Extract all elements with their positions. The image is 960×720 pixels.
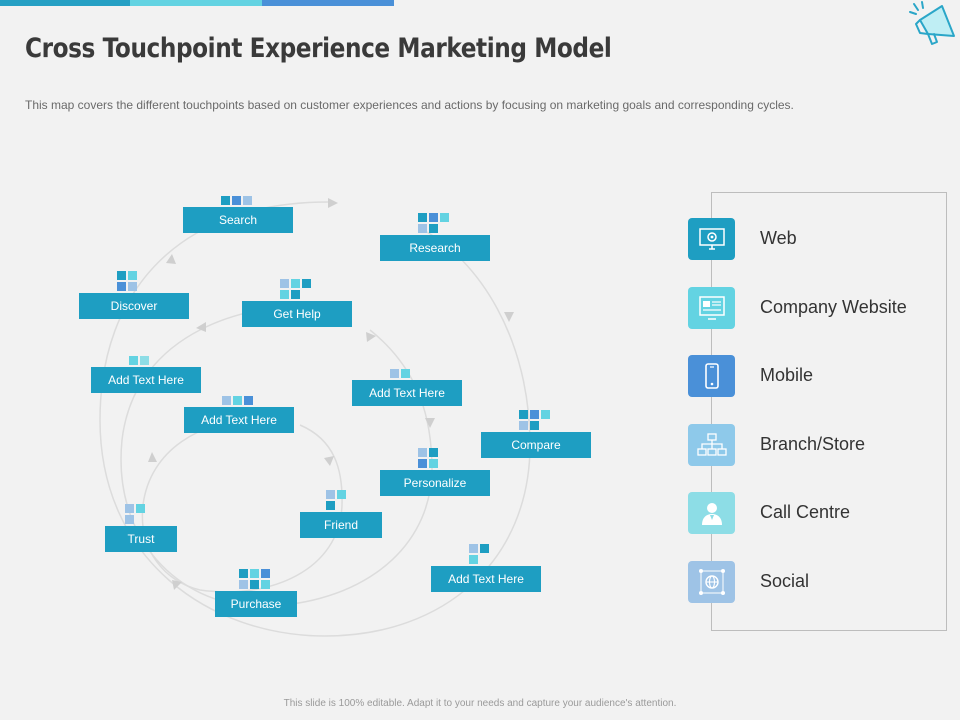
touchpoint-get-help: Get Help <box>242 301 352 327</box>
top-accent-bar-3 <box>262 0 394 6</box>
website-icon <box>688 287 735 329</box>
cycle-arrows <box>148 198 514 590</box>
touchpoint-purchase: Purchase <box>215 591 297 617</box>
person-icon <box>688 492 735 534</box>
touchpoint-discover: Discover <box>79 293 189 319</box>
inner-cycle-ring <box>141 417 343 593</box>
footer-note: This slide is 100% editable. Adapt it to… <box>283 698 677 709</box>
cycle-diagram <box>99 198 531 637</box>
channel-label-call-centre: Call Centre <box>760 502 851 522</box>
channel-call-centre: Call Centre <box>688 492 960 534</box>
mobile-phone-icon <box>688 355 735 397</box>
page-subtitle: This map covers the different touchpoint… <box>25 98 794 112</box>
channel-label-company-website: Company Website <box>760 297 907 317</box>
channel-label-mobile: Mobile <box>760 365 814 385</box>
touchpoint-add-text-3: Add Text Here <box>184 407 294 433</box>
touchpoint-personalize: Personalize <box>380 470 490 496</box>
touchpoint-research: Research <box>380 235 490 261</box>
top-accent-bar-2 <box>130 0 262 6</box>
gear-monitor-icon <box>688 218 735 260</box>
channel-label-social: Social <box>760 571 810 591</box>
touchpoint-add-text-1: Add Text Here <box>91 367 201 393</box>
channel-label-branch-store: Branch/Store <box>760 434 866 454</box>
megaphone-icon <box>909 1 955 45</box>
page-title: Cross Touchpoint Experience Marketing Mo… <box>25 33 612 64</box>
touchpoint-compare: Compare <box>481 432 591 458</box>
channel-web: Web <box>688 218 960 260</box>
touchpoint-search: Search <box>183 207 293 233</box>
channel-social: Social <box>688 561 960 603</box>
channels-connector-line <box>711 220 712 600</box>
channel-label-web: Web <box>760 228 797 248</box>
middle-cycle-ring <box>120 304 433 607</box>
touchpoint-friend: Friend <box>300 512 382 538</box>
channel-company-website: Company Website <box>688 287 960 329</box>
channel-mobile: Mobile <box>688 355 960 397</box>
top-accent-bar-1 <box>0 0 130 6</box>
touchpoint-add-text-2: Add Text Here <box>352 380 462 406</box>
channel-branch-store: Branch/Store <box>688 424 960 466</box>
globe-network-icon <box>688 561 735 603</box>
touchpoint-add-text-4: Add Text Here <box>431 566 541 592</box>
touchpoint-trust: Trust <box>105 526 177 552</box>
store-network-icon <box>688 424 735 466</box>
